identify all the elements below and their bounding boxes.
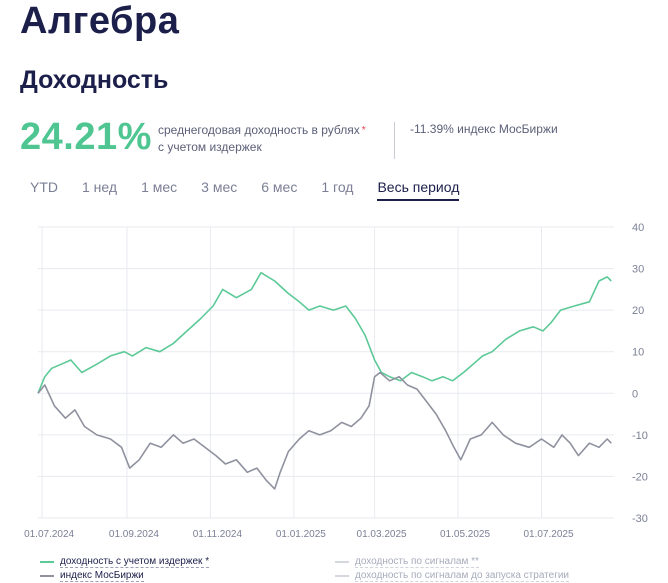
y-tick-label: -20 — [632, 471, 648, 483]
index-stat: -11.39% индекс МосБиржи — [410, 122, 558, 136]
annual-yield-desc-line1: среднегодовая доходность в рублях — [158, 123, 360, 137]
legend-label-signals: доходность по сигналам ** — [355, 556, 479, 568]
section-title: Доходность — [20, 66, 169, 94]
legend-label-strategy: доходность с учетом издержек * — [60, 556, 210, 568]
y-tick-label: 40 — [632, 222, 644, 234]
footnote-asterisk: * — [361, 125, 366, 136]
y-tick-label: 20 — [632, 305, 644, 317]
tab-all-period[interactable]: Весь период — [377, 179, 460, 201]
annual-yield-desc-line2: с учетом издержек — [158, 140, 262, 154]
x-tick-label: 01.11.2024 — [193, 529, 243, 540]
series-line-strategy — [37, 271, 612, 394]
x-tick-label: 01.07.2024 — [24, 529, 74, 540]
legend-item-strategy[interactable]: доходность с учетом издержек * — [40, 555, 210, 569]
y-tick-label: 10 — [632, 347, 644, 359]
tab-3-months[interactable]: 3 мес — [201, 179, 238, 195]
period-tabs: YTD 1 нед 1 мес 3 мес 6 мес 1 год Весь п… — [30, 179, 483, 201]
legend-item-index[interactable]: индекс МосБиржи — [40, 569, 209, 583]
x-tick-label: 01.05.2025 — [440, 529, 490, 540]
y-tick-label: -30 — [632, 513, 648, 525]
legend-line-signals — [335, 561, 349, 563]
x-tick-label: 01.03.2025 — [357, 529, 407, 540]
annual-yield-value: 24.21% — [20, 116, 152, 158]
legend-label-signals-before: доходность по сигналам до запуска страте… — [355, 570, 570, 582]
legend-label-index: индекс МосБиржи — [60, 570, 144, 582]
tab-1-week[interactable]: 1 нед — [82, 179, 118, 195]
legend-right: доходность по сигналам ** доходность по … — [335, 555, 570, 583]
legend-line-index — [40, 575, 54, 577]
legend-line-strategy — [40, 561, 54, 563]
yield-chart: 40 30 20 10 0 -10 -20 -30 01.07.2024 01.09.2024 01… — [24, 222, 648, 540]
stat-divider — [394, 122, 395, 159]
x-tick-label: 01.01.2025 — [276, 529, 326, 540]
legend-item-signals[interactable]: доходность по сигналам ** — [335, 555, 569, 569]
y-tick-label: 0 — [632, 388, 638, 400]
tab-ytd[interactable]: YTD — [30, 179, 58, 195]
legend-item-signals-before[interactable]: доходность по сигналам до запуска страте… — [335, 569, 570, 583]
tab-6-months[interactable]: 6 мес — [261, 179, 298, 195]
legend-left: доходность с учетом издержек * индекс Мо… — [40, 555, 210, 583]
page-title: Алгебра — [20, 0, 180, 42]
tab-1-year[interactable]: 1 год — [321, 179, 354, 195]
series-line-index — [37, 371, 612, 490]
y-tick-label: 30 — [632, 264, 644, 276]
annual-yield-description: среднегодовая доходность в рублях * с уче… — [158, 122, 388, 156]
tab-1-month[interactable]: 1 мес — [141, 179, 178, 195]
y-tick-label: -10 — [632, 430, 648, 442]
x-tick-label: 01.09.2024 — [109, 529, 159, 540]
x-tick-label: 01.07.2025 — [523, 529, 573, 540]
legend-line-signals-before — [335, 575, 349, 577]
